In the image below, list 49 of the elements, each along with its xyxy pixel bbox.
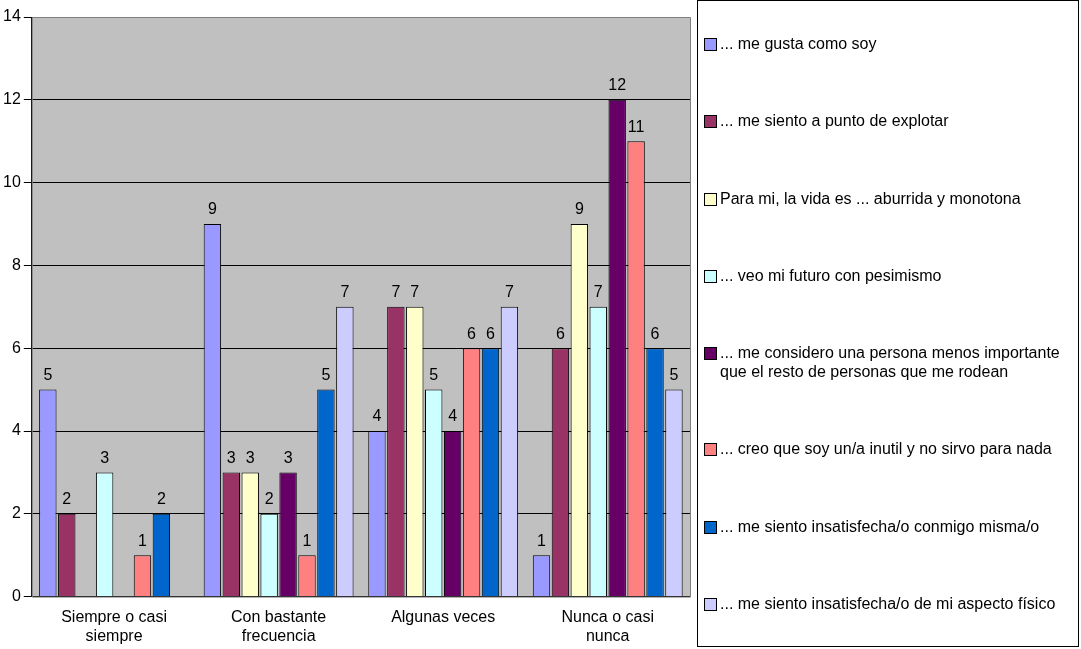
data-label: 12	[608, 76, 627, 94]
data-label: 9	[574, 200, 584, 218]
x-tick-label: Siempre o casi siempre	[61, 607, 167, 644]
data-label: 5	[43, 366, 53, 384]
y-tick-label: 4	[11, 421, 21, 439]
legend-label: ... me siento insatisfecha/o conmigo misma/o	[720, 516, 1040, 536]
data-label: 7	[504, 283, 514, 301]
legend-label: Para mi, la vida es ... aburrida y monotona	[720, 188, 1021, 208]
data-label: 5	[429, 366, 439, 384]
data-label: 7	[593, 283, 603, 301]
data-label: 6	[650, 324, 660, 342]
legend-label: ... veo mi futuro con pesimismo	[720, 265, 942, 285]
y-tick-label: 14	[3, 7, 21, 25]
data-label: 5	[321, 366, 331, 384]
y-tick-label: 0	[11, 587, 21, 605]
data-label: 3	[245, 448, 255, 466]
legend-label: ... me gusta como soy	[720, 34, 877, 54]
data-label: 7	[340, 283, 350, 301]
data-label: 1	[537, 531, 547, 549]
data-label: 2	[264, 490, 274, 508]
data-label: 7	[391, 283, 401, 301]
data-label: 3	[226, 448, 236, 466]
y-tick-label: 6	[11, 338, 21, 356]
x-tick-label: Con bastante frecuencia	[231, 607, 327, 644]
data-label: 5	[669, 366, 679, 384]
legend-label: ... me considero una persona menos importante que el resto de personas que me rodean	[720, 343, 1061, 382]
data-label: 4	[372, 407, 382, 425]
data-label: 1	[302, 531, 312, 549]
y-tick-label: 8	[11, 255, 21, 273]
y-tick-label: 12	[3, 90, 21, 108]
x-tick-label: Nunca o casi nunca	[561, 607, 654, 644]
data-label: 1	[138, 531, 147, 549]
legend-label: ... me siento insatisfecha/o de mi aspecto físico	[720, 593, 1056, 613]
x-tick-label: Algunas veces	[391, 607, 496, 625]
data-label: 2	[156, 490, 166, 508]
data-label: 6	[486, 324, 496, 342]
data-label: 3	[100, 448, 110, 466]
data-label: 6	[467, 324, 477, 342]
data-label: 2	[62, 490, 72, 508]
y-tick-label: 10	[3, 173, 21, 191]
y-tick-label: 2	[11, 504, 21, 522]
data-label: 4	[448, 407, 458, 425]
data-label: 3	[283, 448, 293, 466]
legend-label: ... me siento a punto de explotar	[720, 111, 949, 131]
data-label: 6	[555, 324, 565, 342]
data-label: 7	[410, 283, 420, 301]
data-label: 9	[207, 200, 217, 218]
data-label: 11	[627, 117, 645, 135]
legend-label: ... creo que soy un/a inutil y no sirvo para nada	[720, 439, 1052, 459]
